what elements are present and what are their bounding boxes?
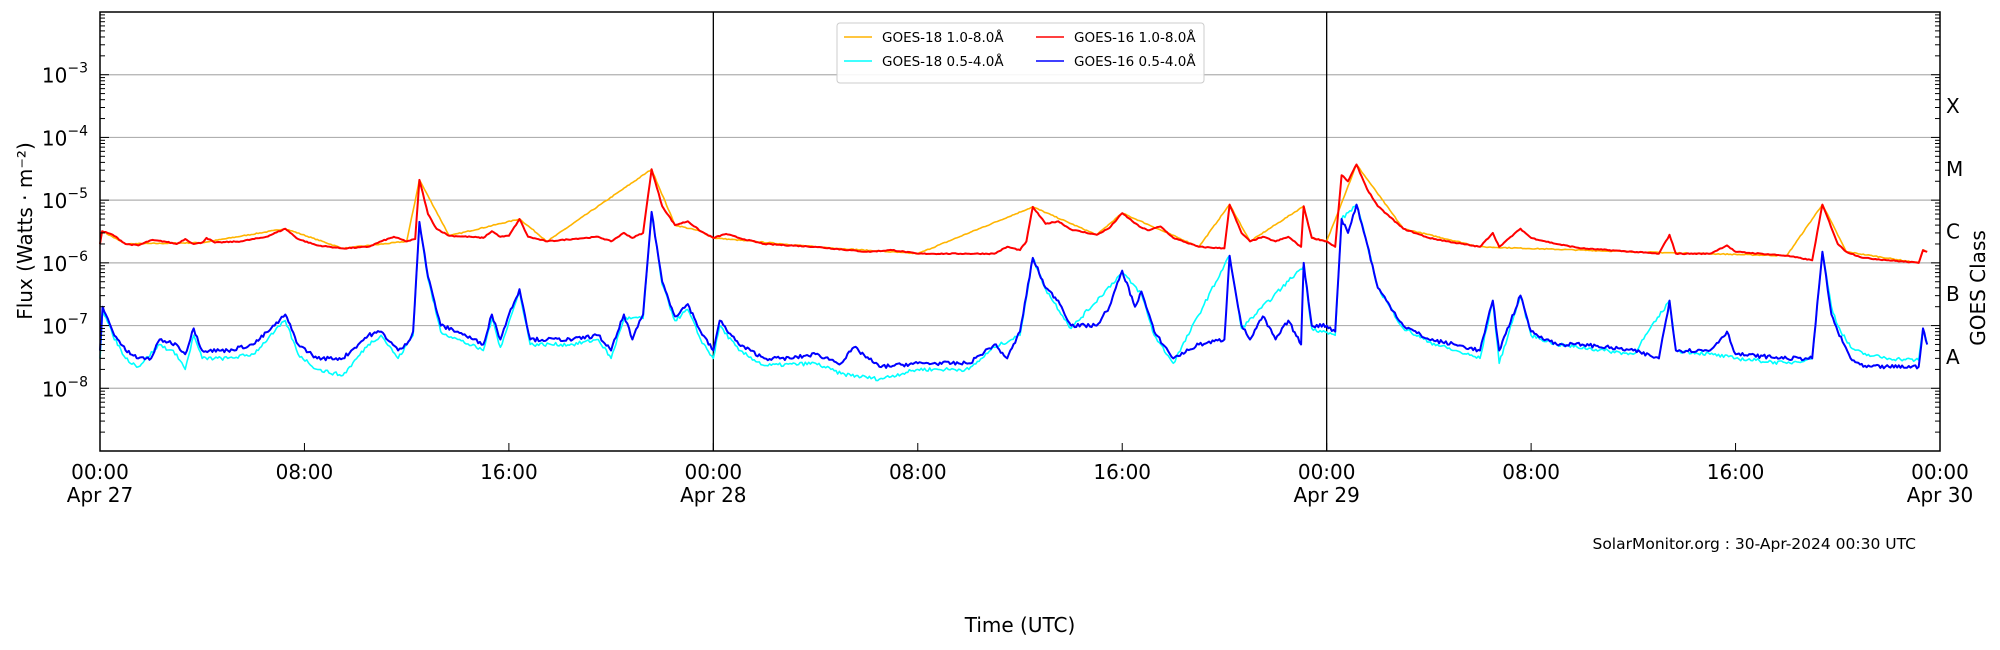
x-tick-time: 16:00 xyxy=(1093,460,1151,484)
x-tick-date: Apr 28 xyxy=(680,483,746,507)
y-tick-label: 10−7 xyxy=(42,312,88,339)
y-tick-base: 10 xyxy=(42,377,67,401)
x-tick-date: Apr 27 xyxy=(67,483,133,507)
legend-label: GOES-18 0.5-4.0Å xyxy=(882,53,1004,70)
legend-label: GOES-18 1.0-8.0Å xyxy=(882,29,1004,46)
series-line-4 xyxy=(99,203,1929,370)
x-tick-time: 16:00 xyxy=(480,460,538,484)
y-axis-right-label: GOES Class xyxy=(1966,230,1990,346)
y-tick-exponent: −6 xyxy=(67,249,88,265)
y-tick-base: 10 xyxy=(42,315,67,339)
gridlines xyxy=(100,74,1940,389)
x-axis-label: Time (UTC) xyxy=(964,613,1076,637)
y-tick-base: 10 xyxy=(42,252,67,276)
goes-class-C: C xyxy=(1946,220,1960,244)
y-tick-label: 10−8 xyxy=(42,374,88,401)
series-line-2 xyxy=(99,163,1928,264)
x-tick-time: 00:00 xyxy=(685,460,743,484)
x-tick-time: 00:00 xyxy=(1911,460,1969,484)
goes-class-M: M xyxy=(1946,157,1963,181)
goes-class-A: A xyxy=(1946,345,1960,369)
y-tick-label: 10−4 xyxy=(42,123,88,150)
y-tick-exponent: −5 xyxy=(67,186,88,202)
x-tick-time: 00:00 xyxy=(1298,460,1356,484)
goes-class-B: B xyxy=(1946,282,1960,306)
x-tick-time: 08:00 xyxy=(1502,460,1560,484)
series-line-3 xyxy=(99,203,1928,382)
x-tick-date: Apr 30 xyxy=(1907,483,1973,507)
y-tick-label: 10−3 xyxy=(42,61,88,88)
x-tick-date: Apr 29 xyxy=(1293,483,1359,507)
axis-ticks xyxy=(99,14,1941,452)
y-tick-exponent: −8 xyxy=(67,374,88,390)
y-tick-labels: 10−310−410−510−610−710−8 xyxy=(42,61,88,402)
plot-frame xyxy=(99,11,1941,452)
y-tick-exponent: −7 xyxy=(67,312,88,328)
legend-label: GOES-16 0.5-4.0Å xyxy=(1074,53,1196,70)
goes-class-labels: X M C B A xyxy=(1946,94,1963,369)
goes-class-X: X xyxy=(1946,94,1960,118)
solarmonitor-annotation: SolarMonitor.org : 30-Apr-2024 00:30 UTC xyxy=(1592,535,1916,553)
x-tick-time: 00:00 xyxy=(71,460,129,484)
y-tick-base: 10 xyxy=(42,189,67,213)
x-tick-time: 16:00 xyxy=(1707,460,1765,484)
legend-label: GOES-16 1.0-8.0Å xyxy=(1074,29,1196,46)
y-axis-label: Flux (Watts · m⁻²) xyxy=(13,142,37,320)
y-tick-label: 10−6 xyxy=(42,249,88,276)
series-lines xyxy=(99,163,1929,382)
y-tick-base: 10 xyxy=(42,64,67,88)
day-separators xyxy=(712,12,1328,451)
x-tick-time: 08:00 xyxy=(889,460,947,484)
y-tick-base: 10 xyxy=(42,126,67,150)
x-tick-time: 08:00 xyxy=(276,460,334,484)
legend: GOES-18 1.0-8.0Å GOES-16 1.0-8.0Å GOES-18 … xyxy=(836,22,1205,84)
y-tick-exponent: −3 xyxy=(67,61,88,77)
y-tick-exponent: −4 xyxy=(67,123,88,139)
y-tick-label: 10−5 xyxy=(42,186,88,213)
